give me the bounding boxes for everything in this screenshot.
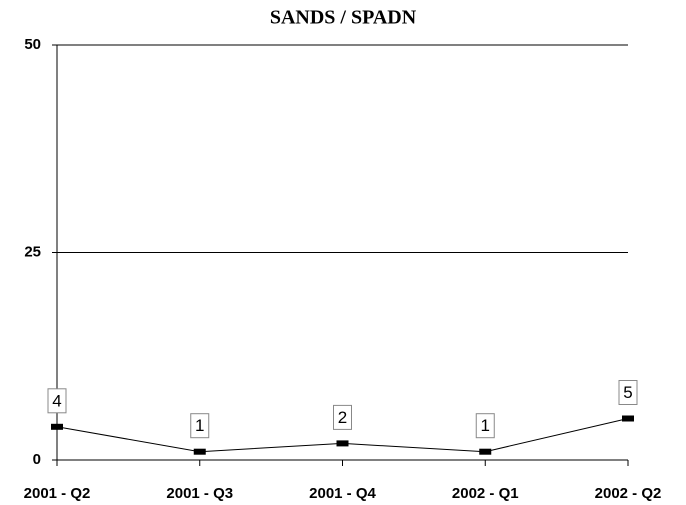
value-label-box [333, 404, 352, 430]
chart-title: SANDS / SPADN [270, 7, 417, 29]
value-label: 2 [338, 408, 347, 427]
value-label: 1 [481, 416, 490, 435]
x-tick-label: 2001 - Q3 [166, 485, 233, 502]
value-label: 1 [195, 416, 204, 435]
x-tick-label: 2001 - Q4 [309, 485, 376, 502]
y-tick-label: 25 [24, 243, 41, 260]
x-tick-label: 2002 - Q1 [452, 485, 519, 502]
value-label-box [190, 413, 210, 439]
marker [193, 448, 206, 455]
marker [51, 423, 63, 430]
value-label-box [618, 380, 638, 405]
value-label: 4 [52, 391, 61, 410]
x-tick-label: 2002 - Q2 [595, 485, 662, 502]
marker [479, 448, 492, 455]
x-tick-label: 2001 - Q2 [24, 485, 91, 502]
y-tick-label: 50 [24, 36, 41, 53]
y-tick-label: 0 [33, 451, 41, 468]
value-label-box [47, 388, 67, 414]
marker [622, 415, 634, 422]
value-label: 5 [623, 383, 632, 402]
value-label-box [475, 413, 495, 439]
marker [336, 440, 349, 447]
